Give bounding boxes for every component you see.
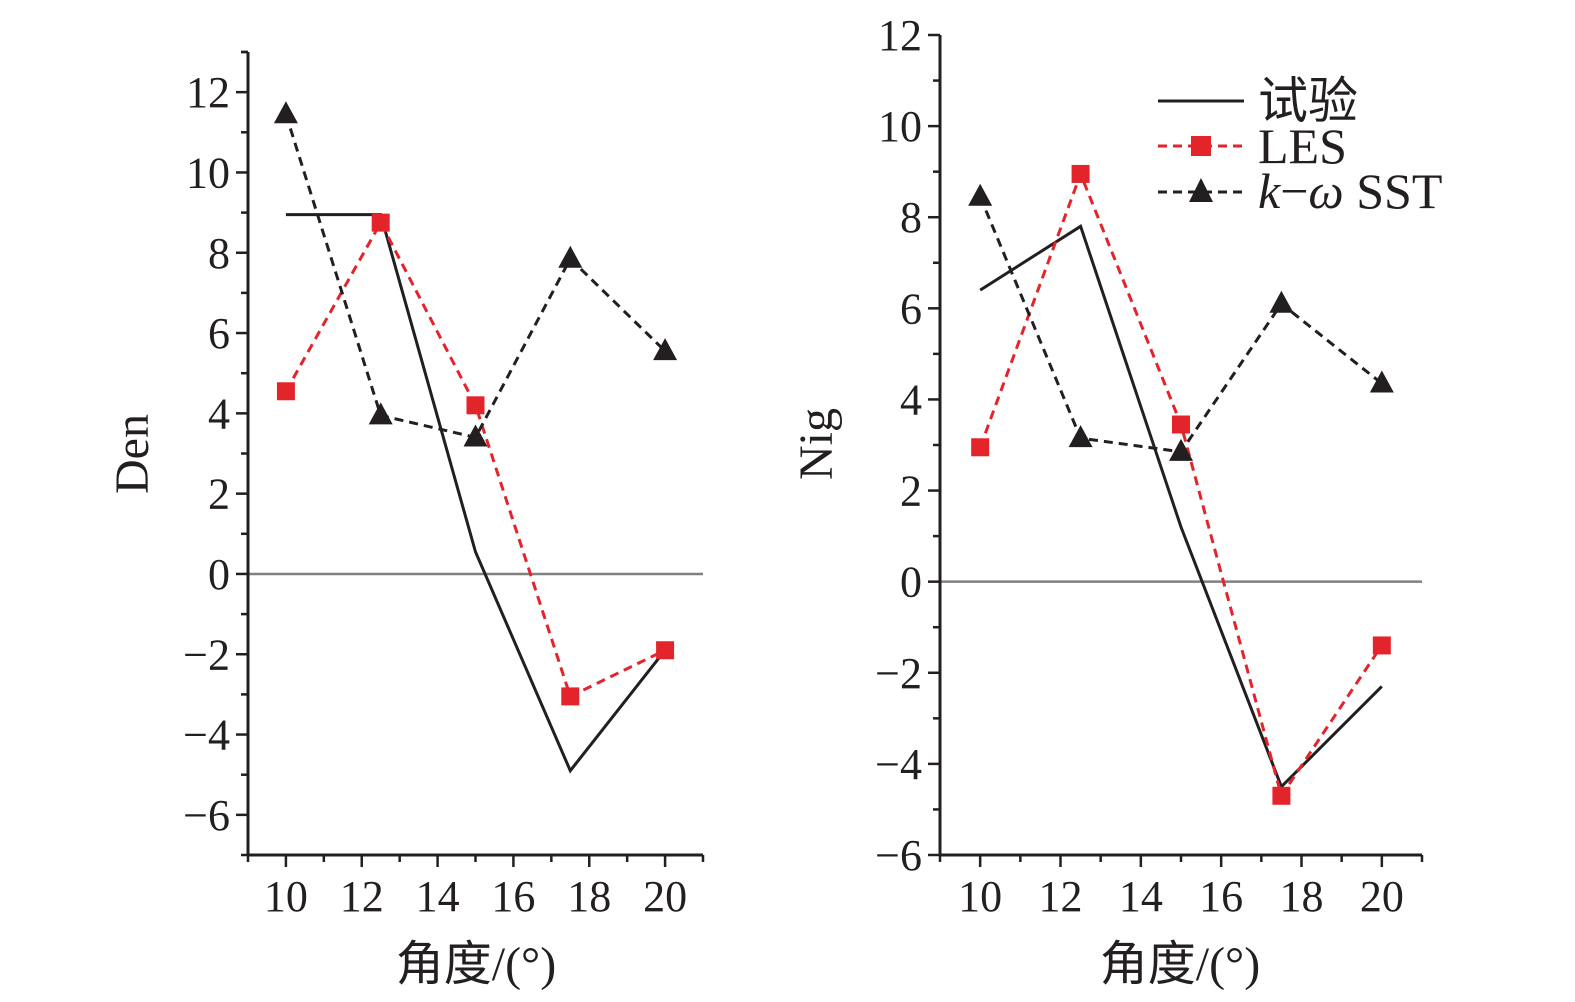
- x-tick-label: 10: [264, 872, 308, 921]
- x-tick-label: 20: [643, 872, 687, 921]
- x-tick-label: 12: [340, 872, 384, 921]
- x-tick-label: 14: [416, 872, 460, 921]
- legend-label-sst: k−ω SST: [1258, 163, 1442, 219]
- x-tick-label: 18: [1280, 872, 1324, 921]
- sst-point: [1169, 438, 1193, 461]
- y-tick-label: 12: [186, 68, 230, 117]
- legend: 试验 LES k−ω SST: [1158, 73, 1442, 219]
- y-tick-label: 8: [900, 193, 922, 242]
- legend-label-sst-dash: −: [1280, 163, 1308, 219]
- x-tick-label: 10: [958, 872, 1002, 921]
- legend-label-sst-k: k: [1258, 163, 1281, 219]
- sst-point: [653, 338, 678, 361]
- series-line-sst: [978, 196, 1383, 454]
- y-tick-label: 6: [900, 284, 922, 333]
- y-axis-title: Den: [106, 414, 159, 494]
- y-tick-label: 0: [900, 558, 922, 607]
- x-tick-label: 16: [491, 872, 535, 921]
- series-line-sst: [284, 113, 667, 440]
- x-tick-label: 16: [1199, 872, 1243, 921]
- y-tick-label: 8: [208, 229, 230, 278]
- les-point: [971, 438, 990, 457]
- sst-point: [1369, 370, 1394, 393]
- y-tick-label: −4: [183, 711, 230, 760]
- y-tick-label: 6: [208, 309, 230, 358]
- legend-label-sst-rest: SST: [1344, 163, 1443, 219]
- y-tick-label: 2: [900, 467, 922, 516]
- x-tick-label: 18: [567, 872, 611, 921]
- sst-point: [1269, 290, 1294, 313]
- sst-point: [558, 245, 583, 268]
- sst-point: [968, 183, 993, 206]
- y-tick-label: −6: [183, 791, 230, 840]
- x-tick-label: 20: [1360, 872, 1404, 921]
- chart-nig: 角度/(°) Nig −6 −4 −2 0 2 4 6 8 10 12 10 12 14 16 18 20: [790, 11, 1424, 991]
- legend-label-exp: 试验: [1258, 73, 1358, 129]
- les-point: [1172, 415, 1190, 434]
- les-point: [1071, 164, 1090, 183]
- y-tick-label: −2: [183, 630, 230, 679]
- les-point: [276, 382, 295, 401]
- x-tick-label: 12: [1039, 872, 1083, 921]
- series-line-les: [978, 169, 1384, 800]
- sst-point: [273, 101, 298, 124]
- les-point: [561, 687, 580, 706]
- les-point: [371, 213, 390, 232]
- chart-den: 角度/(°) Den −6 −4 −2 0 2 4 6 8 10 12 10 12 14 16 18 20: [106, 50, 705, 991]
- y-tick-label: 2: [208, 470, 230, 519]
- les-point: [656, 641, 675, 660]
- series-line-les: [284, 219, 666, 699]
- les-point: [1372, 636, 1391, 655]
- sst-point: [1068, 425, 1093, 448]
- les-point: [1272, 786, 1291, 805]
- y-tick-label: 0: [208, 550, 230, 599]
- legend-label-les: LES: [1258, 118, 1347, 174]
- y-tick-label: 4: [900, 375, 922, 424]
- series-line-exp: [285, 213, 667, 774]
- sst-point: [463, 424, 488, 447]
- y-tick-label: 10: [878, 102, 922, 151]
- y-tick-label: 4: [208, 389, 230, 438]
- y-tick-label: 10: [186, 148, 230, 197]
- series-line-exp: [979, 224, 1383, 790]
- x-axis-title: 角度/(°): [1100, 938, 1261, 991]
- x-axis-title: 角度/(°): [396, 938, 557, 991]
- y-tick-label: 12: [878, 11, 922, 60]
- les-point: [466, 396, 485, 415]
- legend-label-sst-omega: ω: [1308, 163, 1343, 219]
- y-tick-label: −2: [875, 649, 922, 698]
- legend-marker-sst: [1189, 178, 1213, 202]
- y-tick-label: −6: [875, 831, 922, 880]
- x-tick-label: 14: [1119, 872, 1163, 921]
- legend-marker-les: [1191, 136, 1211, 156]
- sst-point: [368, 402, 393, 425]
- y-tick-label: −4: [875, 740, 922, 789]
- y-axis-title: Nig: [790, 408, 843, 480]
